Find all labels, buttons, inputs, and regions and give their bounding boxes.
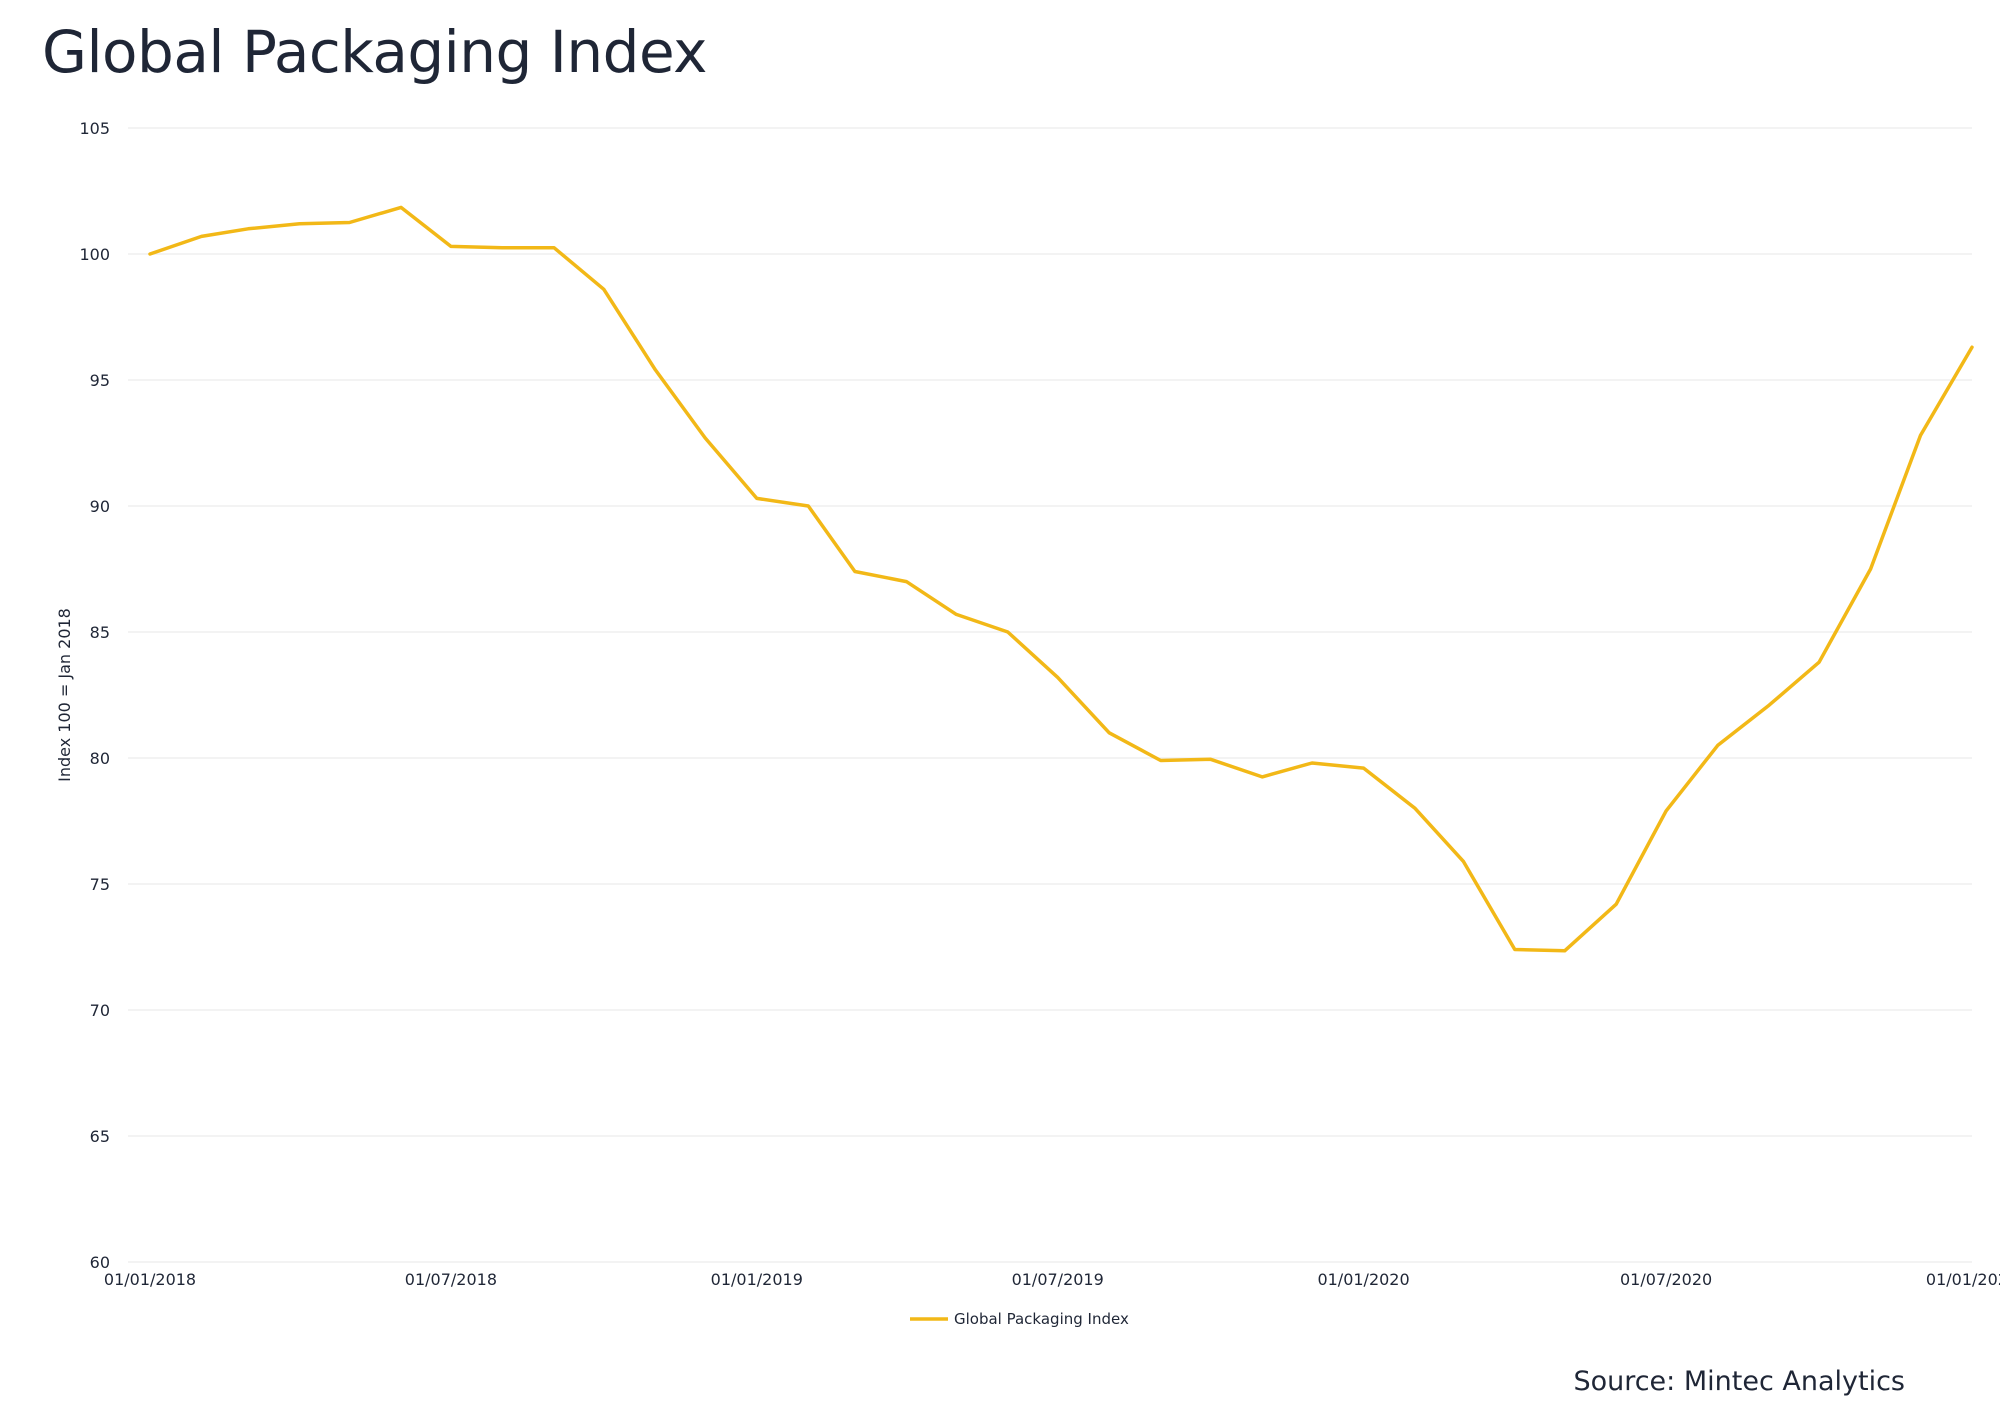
y-tick-label: 85	[90, 623, 110, 642]
y-tick-label: 95	[90, 371, 110, 390]
y-tick-label: 80	[90, 749, 110, 768]
y-tick-label: 60	[90, 1253, 110, 1272]
y-tick-label: 90	[90, 497, 110, 516]
source-note: Source: Mintec Analytics	[1573, 1366, 1905, 1397]
chart-title: Global Packaging Index	[42, 18, 707, 86]
x-tick-label: 01/07/2020	[1620, 1270, 1712, 1289]
x-tick-label: 01/01/2021	[1926, 1270, 2000, 1289]
x-tick-label: 01/07/2019	[1012, 1270, 1104, 1289]
x-tick-label: 01/01/2020	[1317, 1270, 1409, 1289]
y-axis-ticks: 60 65 70 75 80 85 90 95 100 105	[79, 119, 110, 1272]
legend[interactable]: Global Packaging Index	[910, 1310, 1129, 1328]
x-tick-label: 01/01/2019	[711, 1270, 803, 1289]
x-tick-label: 01/07/2018	[405, 1270, 497, 1289]
y-tick-label: 70	[90, 1001, 110, 1020]
legend-label[interactable]: Global Packaging Index	[954, 1310, 1129, 1328]
y-tick-label: 100	[79, 245, 110, 264]
x-tick-label: 01/01/2018	[104, 1270, 196, 1289]
grid-lines	[128, 127, 1972, 1263]
series-group	[148, 205, 1974, 953]
y-tick-label: 75	[90, 875, 110, 894]
x-axis-ticks: 01/01/2018 01/07/2018 01/01/2019 01/07/2019…	[104, 1270, 2000, 1289]
y-tick-label: 65	[90, 1127, 110, 1146]
y-axis-label: Index 100 = Jan 2018	[55, 608, 74, 782]
y-tick-label: 105	[79, 119, 110, 138]
series-line[interactable]	[148, 205, 1974, 953]
